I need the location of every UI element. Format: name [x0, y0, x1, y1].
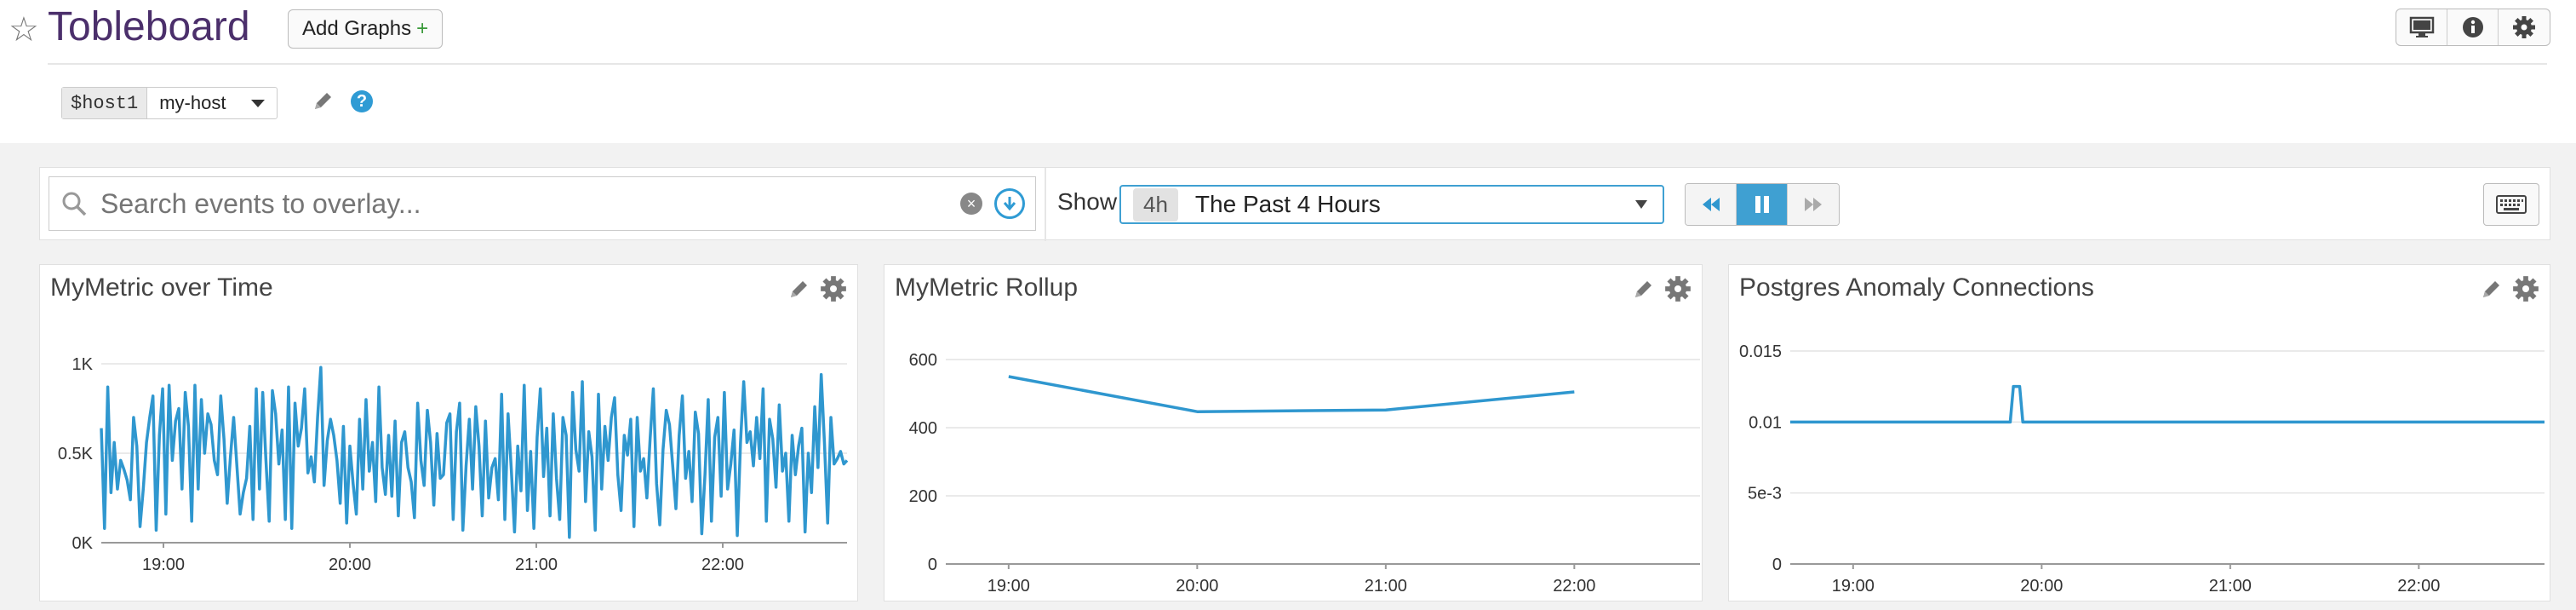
pause-icon [1755, 196, 1769, 213]
template-variable-select[interactable]: my-host [147, 88, 277, 118]
pencil-icon[interactable] [1632, 279, 1654, 301]
y-tick-label: 0.015 [1739, 342, 1782, 361]
overlay-events-button[interactable] [994, 188, 1025, 219]
controls-bar: × Show 4h The Past 4 Hours [39, 167, 2550, 241]
template-variable-value: my-host [159, 92, 226, 113]
x-tick-label: 19:00 [142, 555, 185, 574]
x-tick-label: 22:00 [1553, 577, 1595, 596]
chart-mymetric-rollup[interactable]: 0 200 400 600 19:00 20:00 21:00 22:00 [884, 313, 1703, 602]
x-tick-label: 22:00 [2397, 577, 2440, 596]
info-button[interactable] [2447, 9, 2499, 45]
timeframe-badge: 4h [1133, 187, 1178, 222]
y-tick-label: 200 [909, 487, 937, 506]
y-tick-label: 5e-3 [1748, 485, 1782, 504]
fast-forward-icon [1805, 198, 1822, 211]
y-tick-label: 0.5K [58, 445, 94, 463]
gear-icon[interactable] [820, 275, 847, 302]
dashboard-header: ☆ Tobleboard Add Graphs + [0, 0, 2576, 143]
series-line [1790, 384, 2545, 424]
x-tick-label: 20:00 [329, 555, 371, 574]
settings-button[interactable] [2499, 9, 2550, 45]
x-tick-label: 21:00 [2209, 577, 2252, 596]
y-tick-label: 0 [1772, 555, 1782, 574]
pause-button[interactable] [1737, 184, 1788, 225]
template-variable[interactable]: $host1 my-host [61, 87, 278, 119]
x-tick-label: 21:00 [1365, 577, 1407, 596]
widget-mymetric-rollup[interactable]: MyMetric Rollup 0 200 400 600 19:00 20:00 21:0… [884, 264, 1703, 601]
template-variable-name: $host1 [62, 88, 148, 118]
playback-controls [1685, 183, 1840, 226]
chevron-down-icon [251, 99, 266, 107]
rewind-button[interactable] [1686, 184, 1737, 225]
pencil-icon[interactable] [2480, 279, 2502, 301]
pencil-icon[interactable] [787, 279, 810, 301]
series-line [1008, 375, 1575, 413]
keyboard-icon [2496, 195, 2527, 214]
y-tick-label: 0.01 [1749, 413, 1782, 432]
add-graphs-label: Add Graphs [302, 17, 412, 40]
widget-postgres-anomaly-connections[interactable]: Postgres Anomaly Connections 0 5e-3 0.01 0.… [1728, 264, 2550, 601]
gear-icon[interactable] [2512, 275, 2539, 302]
widget-title: MyMetric over Time [50, 273, 273, 302]
chevron-down-icon [1635, 200, 1647, 209]
add-graphs-button[interactable]: Add Graphs + [288, 9, 444, 49]
clear-search-icon[interactable]: × [960, 193, 982, 215]
tv-mode-icon [2409, 16, 2434, 37]
rewind-icon [1702, 198, 1720, 211]
controls-divider [1045, 168, 1046, 241]
download-arrow-icon [1003, 197, 1016, 211]
x-tick-label: 19:00 [987, 577, 1030, 596]
widget-title: Postgres Anomaly Connections [1739, 273, 2094, 302]
keyboard-shortcuts-button[interactable] [2483, 183, 2539, 226]
favorite-star-icon[interactable]: ☆ [9, 11, 39, 49]
gear-icon[interactable] [1664, 275, 1692, 302]
event-search-input[interactable] [87, 178, 960, 229]
fast-forward-button[interactable] [1788, 184, 1839, 225]
info-icon [2462, 17, 2483, 37]
series-line [100, 365, 849, 539]
timeframe-select[interactable]: 4h The Past 4 Hours [1119, 185, 1664, 224]
y-tick-label: 1K [72, 355, 94, 374]
x-tick-label: 20:00 [1176, 577, 1218, 596]
x-tick-label: 20:00 [2020, 577, 2063, 596]
x-tick-label: 21:00 [515, 555, 558, 574]
y-tick-label: 0K [72, 534, 94, 553]
dashboard-actions [2396, 9, 2550, 46]
timeframe-label: The Past 4 Hours [1194, 191, 1381, 217]
chart-mymetric-over-time[interactable]: 0K 0.5K 1K 19:00 20:00 21:00 22:00 [40, 313, 859, 602]
y-tick-label: 600 [909, 351, 937, 370]
y-tick-label: 400 [909, 419, 937, 438]
widget-mymetric-over-time[interactable]: MyMetric over Time 0K 0.5K 1K 19:00 20:00 21:… [39, 264, 858, 601]
pencil-icon[interactable] [312, 90, 334, 112]
event-search-box: × [49, 176, 1036, 231]
search-icon [62, 192, 87, 216]
gear-icon [2513, 16, 2535, 38]
show-label: Show [1057, 188, 1118, 215]
y-tick-label: 0 [928, 555, 937, 574]
x-tick-label: 19:00 [1832, 577, 1875, 596]
chart-postgres-anomaly-connections[interactable]: 0 5e-3 0.01 0.015 19:00 20:00 21:00 22:00 [1729, 313, 2551, 602]
header-divider [48, 63, 2547, 65]
tv-mode-button[interactable] [2396, 9, 2447, 45]
dashboard-title[interactable]: Tobleboard [48, 4, 250, 49]
x-tick-label: 22:00 [701, 555, 744, 574]
widget-title: MyMetric Rollup [895, 273, 1079, 302]
plus-icon: + [416, 17, 429, 40]
help-icon[interactable]: ? [351, 90, 373, 112]
